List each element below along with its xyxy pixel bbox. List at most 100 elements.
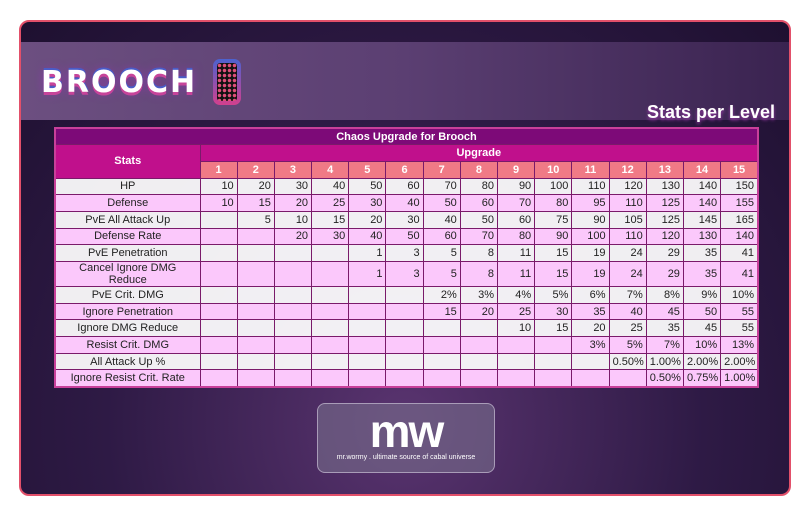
stat-value	[273, 286, 313, 304]
stat-value: 55	[720, 319, 759, 338]
logo-tagline: mr.wormy . ultimate source of cabal univ…	[336, 454, 476, 461]
table-row: Ignore Resist Crit. Rate 0.50% 0.75% 1.00%	[54, 369, 759, 388]
stat-value: 70	[422, 177, 461, 196]
stat-value: 24	[608, 244, 647, 262]
stat-value: 30	[348, 194, 387, 212]
table-row: Cancel Ignore DMG Reduce 1 3 5 8 11 15 19 24 29 35…	[54, 261, 759, 287]
stat-value: 40	[348, 227, 387, 246]
stat-value: 24	[608, 261, 647, 287]
stat-value	[199, 286, 238, 304]
stat-value: 110	[608, 194, 647, 212]
stat-value: 1.00%	[720, 369, 759, 388]
stat-value	[311, 336, 350, 354]
stat-value	[496, 336, 536, 354]
stat-value: 2%	[422, 286, 461, 304]
stat-value	[236, 336, 275, 354]
stat-value: 15	[534, 261, 573, 287]
level-header: 11	[571, 160, 610, 179]
stat-value	[385, 369, 424, 388]
mobile-phone-icon	[213, 59, 241, 105]
level-header: 14	[682, 160, 722, 179]
stat-value: 90	[496, 177, 536, 196]
stat-value: 50	[459, 210, 499, 229]
stat-value: 35	[682, 244, 722, 262]
stat-value	[534, 369, 573, 388]
stat-value: 40	[422, 210, 461, 229]
stat-value	[199, 261, 238, 287]
stat-value: 0.50%	[645, 369, 684, 388]
stat-value	[236, 286, 275, 304]
stat-value	[348, 369, 387, 388]
level-header: 13	[645, 160, 684, 179]
stat-value	[608, 369, 647, 388]
stat-value	[571, 369, 610, 388]
stat-value: 95	[571, 194, 610, 212]
table-row: Defense Rate 20 30 40 50 60 70 80 90 100 110 120 130…	[54, 227, 759, 246]
stat-value: 140	[682, 177, 722, 196]
stat-value: 25	[608, 319, 647, 338]
stat-value: 140	[682, 194, 722, 212]
stat-value: 29	[645, 261, 684, 287]
level-header: 6	[385, 160, 424, 179]
stat-value: 35	[645, 319, 684, 338]
stat-name: PvE Penetration	[54, 244, 201, 262]
stat-value: 5	[422, 261, 461, 287]
stat-value	[496, 369, 536, 388]
stat-value: 11	[496, 261, 536, 287]
stat-value: 15	[236, 194, 275, 212]
stat-value	[348, 352, 387, 371]
stat-value: 10	[199, 177, 238, 196]
table-row: PvE All Attack Up 5 10 15 20 30 40 50 60 75 90 105 1…	[54, 210, 759, 229]
stat-value: 60	[459, 194, 499, 212]
level-header: 9	[496, 160, 536, 179]
stat-value	[273, 244, 313, 262]
stat-value: 10%	[682, 336, 722, 354]
stat-value: 90	[534, 227, 573, 246]
stat-value	[199, 352, 238, 371]
stat-value	[236, 302, 275, 321]
page-subtitle: Stats per Level	[646, 102, 775, 122]
stat-value: 120	[645, 227, 684, 246]
stat-value	[348, 302, 387, 321]
stat-value: 60	[385, 177, 424, 196]
level-header: 1	[199, 160, 238, 179]
stat-value	[348, 319, 387, 338]
stat-value	[311, 369, 350, 388]
stat-value: 9%	[682, 286, 722, 304]
stat-value: 105	[608, 210, 647, 229]
level-header: 7	[422, 160, 461, 179]
stat-value: 90	[571, 210, 610, 229]
mw-logo: mw mr.wormy . ultimate source of cabal u…	[317, 403, 495, 473]
stat-value: 15	[311, 210, 350, 229]
stat-value: 50	[682, 302, 722, 321]
level-header: 8	[459, 160, 499, 179]
stat-value: 30	[385, 210, 424, 229]
stat-value: 10	[496, 319, 536, 338]
stat-value: 120	[608, 177, 647, 196]
table-row: Ignore DMG Reduce 10 15 20 25 35 45 55	[54, 319, 759, 338]
stat-value	[311, 286, 350, 304]
stat-value: 25	[311, 194, 350, 212]
stat-name: PvE All Attack Up	[54, 210, 201, 229]
stat-value: 30	[311, 227, 350, 246]
stat-value: 20	[459, 302, 499, 321]
stat-value	[385, 286, 424, 304]
stat-value: 8%	[645, 286, 684, 304]
stat-value: 10	[273, 210, 313, 229]
stat-value: 50	[385, 227, 424, 246]
stat-name: Defense Rate	[54, 227, 201, 246]
stat-value: 20	[348, 210, 387, 229]
stat-name: Ignore Penetration	[54, 302, 201, 321]
stat-value	[311, 319, 350, 338]
stat-value: 110	[608, 227, 647, 246]
stat-value: 41	[720, 244, 759, 262]
stat-value: 6%	[571, 286, 610, 304]
stat-value: 60	[496, 210, 536, 229]
stat-value: 1.00%	[645, 352, 684, 371]
stat-value: 20	[273, 227, 313, 246]
stat-value: 80	[459, 177, 499, 196]
stat-value: 2.00%	[720, 352, 759, 371]
stat-value	[199, 369, 238, 388]
stat-value: 55	[720, 302, 759, 321]
stat-value: 75	[534, 210, 573, 229]
